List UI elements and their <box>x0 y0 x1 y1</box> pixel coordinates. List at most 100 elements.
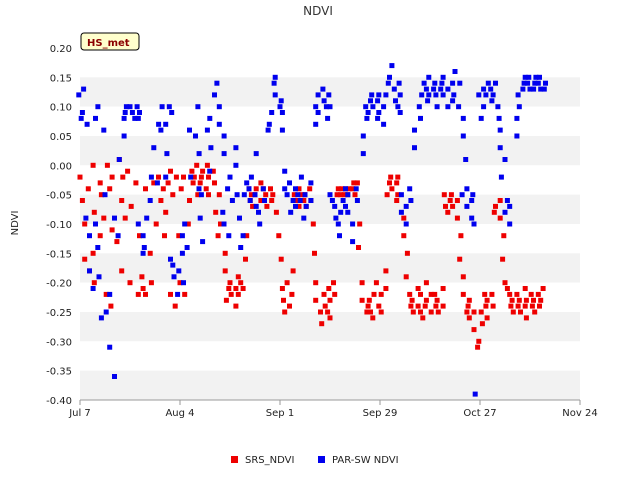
data-point <box>333 215 339 221</box>
data-point <box>271 80 277 86</box>
data-point <box>357 221 363 227</box>
data-point <box>83 215 89 221</box>
data-point <box>293 203 298 209</box>
data-point <box>428 291 434 297</box>
data-point <box>475 344 481 350</box>
data-point <box>481 86 487 92</box>
data-point <box>293 186 298 192</box>
data-point <box>151 145 157 151</box>
data-point <box>489 291 495 297</box>
data-point <box>221 151 227 157</box>
data-point <box>296 203 302 209</box>
data-point <box>426 92 432 98</box>
data-point <box>108 303 114 309</box>
data-point <box>445 104 451 110</box>
data-point <box>90 250 96 256</box>
data-point <box>125 168 131 174</box>
data-point <box>90 162 96 168</box>
data-point <box>452 69 458 74</box>
data-point <box>256 209 261 215</box>
data-point <box>365 110 371 115</box>
data-point <box>182 221 188 227</box>
data-point <box>290 268 296 274</box>
data-point <box>241 192 247 198</box>
data-point <box>234 192 240 198</box>
data-point <box>295 192 301 198</box>
data-point <box>207 115 213 121</box>
data-point <box>221 221 227 227</box>
y-tick-label: -0.05 <box>46 191 72 202</box>
data-point <box>434 297 440 303</box>
data-point <box>263 192 269 198</box>
data-point <box>343 203 348 209</box>
data-point <box>327 104 333 110</box>
data-point <box>532 80 538 86</box>
data-point <box>313 121 319 127</box>
data-point <box>529 303 535 309</box>
data-point <box>250 203 256 209</box>
data-point <box>147 250 153 256</box>
data-point <box>434 104 440 110</box>
x-tick-label: Oct 27 <box>463 408 496 419</box>
data-point <box>313 104 319 110</box>
y-tick-label: 0.00 <box>50 161 72 172</box>
data-point <box>141 245 147 250</box>
data-point <box>466 315 472 321</box>
data-point <box>187 198 192 203</box>
data-point <box>206 174 211 180</box>
data-point <box>383 268 389 274</box>
data-point <box>107 291 113 297</box>
data-point <box>438 86 444 92</box>
data-point <box>507 203 513 209</box>
x-tick-label: Nov 24 <box>562 408 597 419</box>
data-point <box>163 174 169 180</box>
data-point <box>273 209 279 215</box>
data-point <box>282 168 288 174</box>
data-point <box>460 115 466 121</box>
data-point <box>528 291 534 297</box>
data-point <box>478 309 484 315</box>
data-point <box>419 92 425 98</box>
badge-label: HS_met <box>87 38 130 49</box>
data-point <box>196 151 202 157</box>
data-point <box>191 174 197 180</box>
data-point <box>456 104 462 110</box>
data-point <box>490 92 496 98</box>
data-point <box>227 280 233 286</box>
data-point <box>101 127 107 133</box>
data-point <box>144 215 150 221</box>
data-point <box>122 215 128 221</box>
data-point <box>458 233 464 239</box>
data-point <box>501 233 507 239</box>
data-point <box>121 115 127 121</box>
data-point <box>522 303 528 309</box>
data-point <box>401 215 407 221</box>
data-point <box>282 186 288 192</box>
data-point <box>408 303 414 309</box>
data-point <box>335 186 341 192</box>
data-point <box>440 303 446 309</box>
data-point <box>226 286 232 291</box>
data-point <box>160 186 166 192</box>
data-point <box>208 145 214 151</box>
data-point <box>128 203 134 209</box>
data-point <box>200 168 206 174</box>
data-point <box>490 303 496 309</box>
data-point <box>415 303 421 309</box>
data-point <box>222 268 228 274</box>
data-point <box>303 203 309 209</box>
data-point <box>109 227 115 233</box>
y-tick-label: -0.20 <box>46 279 72 290</box>
chart-title: NDVI <box>303 4 333 18</box>
data-point <box>140 233 146 239</box>
data-point <box>240 233 246 239</box>
data-point <box>366 297 372 303</box>
data-point <box>270 192 276 198</box>
data-point <box>97 233 103 239</box>
data-point <box>364 115 370 121</box>
data-point <box>464 186 470 192</box>
data-point <box>253 203 259 209</box>
data-point <box>148 174 154 180</box>
data-point <box>507 291 513 297</box>
data-point <box>516 104 522 110</box>
